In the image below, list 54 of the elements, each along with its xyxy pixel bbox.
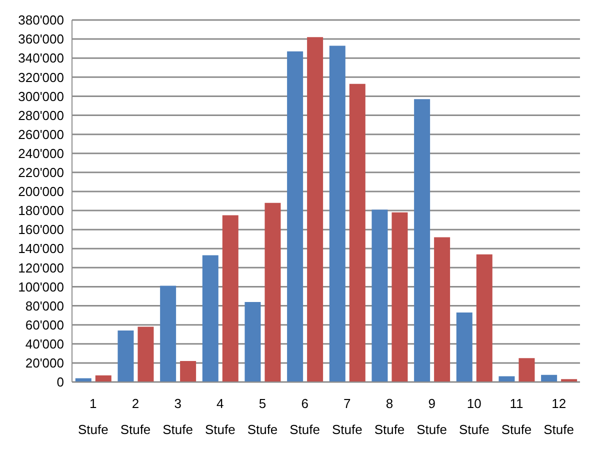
x-tick-label: 7 Stufe <box>332 396 362 437</box>
bar <box>349 84 366 382</box>
y-tick-label: 140'000 <box>18 241 64 256</box>
x-tick-label: 4 Stufe <box>204 396 236 437</box>
x-tick-label: 11 Stufe <box>501 396 532 437</box>
y-tick-label: 100'000 <box>18 279 64 294</box>
bar <box>264 202 281 382</box>
x-tick-label: 9 Stufe <box>416 396 448 437</box>
bar <box>414 99 430 382</box>
bar <box>372 210 388 382</box>
bar <box>434 237 450 382</box>
x-tick-label: 2 Stufe <box>120 396 151 437</box>
bar <box>95 375 112 382</box>
bar <box>118 330 134 382</box>
y-tick-label: 0 <box>56 374 64 390</box>
y-tick-label: 380'000 <box>18 12 64 28</box>
y-tick-label: 360'000 <box>18 32 64 47</box>
x-tick-label: 3 Stufe <box>162 396 194 437</box>
bar <box>456 312 472 382</box>
y-tick-label: 240'000 <box>18 146 64 161</box>
y-tick-label: 280'000 <box>18 108 64 123</box>
bar <box>202 255 218 382</box>
x-tick-label: 10 Stufe <box>458 396 490 437</box>
y-tick-label: 180'000 <box>18 203 64 218</box>
bar <box>75 378 92 382</box>
bar <box>476 254 492 382</box>
y-tick-label: 40'000 <box>25 336 64 352</box>
bar <box>329 46 346 382</box>
x-tick-label: 1 Stufe <box>78 396 108 437</box>
bar <box>244 302 261 382</box>
y-tick-label: 120'000 <box>18 260 64 276</box>
bar <box>541 374 558 382</box>
y-tick-label: 20'000 <box>25 356 64 371</box>
y-tick-label: 80'000 <box>25 298 64 314</box>
bar <box>138 326 154 382</box>
y-tick-label: 340'000 <box>18 50 64 66</box>
y-tick-label: 220'000 <box>18 165 64 180</box>
bar <box>392 212 408 382</box>
bar <box>287 51 304 382</box>
bar <box>160 286 176 382</box>
y-tick-label: 320'000 <box>18 70 64 85</box>
bar <box>518 358 535 382</box>
y-tick-label: 260'000 <box>18 126 64 142</box>
x-tick-label: 5 Stufe <box>247 396 278 437</box>
x-tick-label: 12 Stufe <box>544 396 574 437</box>
bar <box>180 361 196 382</box>
y-tick-label: 160'000 <box>18 222 64 238</box>
bar <box>307 37 324 382</box>
y-tick-label: 300'000 <box>18 88 64 104</box>
x-tick-label: 6 Stufe <box>290 396 320 437</box>
y-tick-label: 200'000 <box>18 184 64 200</box>
bar <box>222 215 238 382</box>
x-tick-label: 8 Stufe <box>374 396 405 437</box>
y-tick-label: 60'000 <box>25 317 64 332</box>
